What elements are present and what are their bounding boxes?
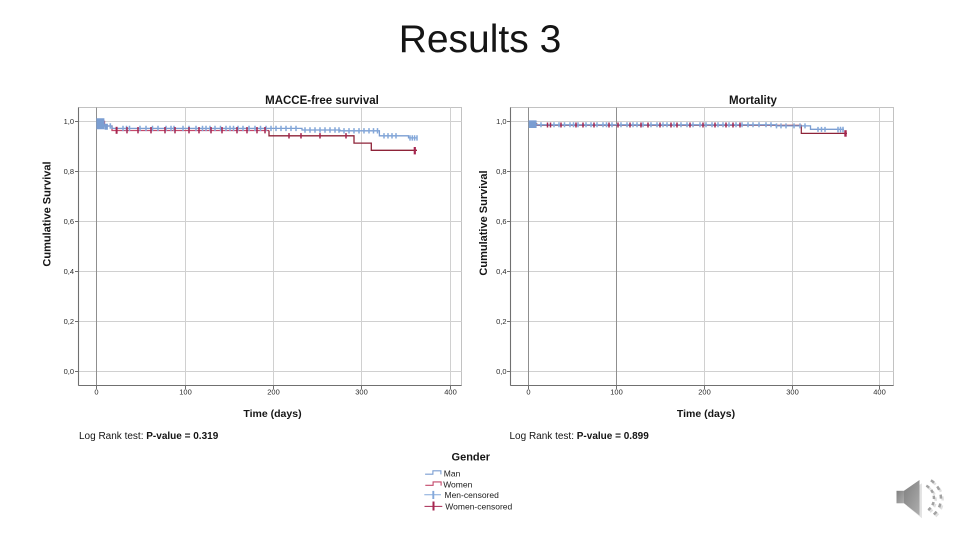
svg-text:0,4: 0,4: [496, 267, 506, 276]
svg-text:200: 200: [698, 388, 711, 397]
svg-text:1,0: 1,0: [496, 117, 506, 126]
svg-text:Time (days): Time (days): [243, 408, 301, 420]
svg-text:Women: Women: [443, 480, 472, 490]
svg-text:Results 3: Results 3: [399, 18, 562, 61]
svg-text:0,4: 0,4: [64, 267, 74, 276]
svg-text:300: 300: [355, 388, 368, 397]
svg-text:0,2: 0,2: [64, 317, 74, 326]
svg-text:Man: Man: [444, 468, 461, 478]
svg-text:Time (days): Time (days): [677, 408, 735, 420]
svg-text:0: 0: [94, 388, 98, 397]
svg-text:200: 200: [267, 388, 280, 397]
svg-text:MACCE-free survival: MACCE-free survival: [265, 95, 379, 107]
svg-text:Men-censored: Men-censored: [445, 490, 500, 500]
svg-text:0,6: 0,6: [496, 217, 506, 226]
svg-text:Women-censored: Women-censored: [445, 502, 512, 512]
svg-text:0,0: 0,0: [64, 367, 74, 376]
svg-text:1,0: 1,0: [64, 117, 74, 126]
svg-text:400: 400: [444, 388, 457, 397]
svg-text:Gender: Gender: [452, 452, 491, 464]
svg-text:100: 100: [610, 388, 623, 397]
svg-text:Cumulative Survival: Cumulative Survival: [42, 161, 54, 266]
svg-text:Log Rank test: P-value = 0.319: Log Rank test: P-value = 0.319: [79, 431, 219, 442]
svg-text:0,8: 0,8: [496, 167, 506, 176]
svg-text:Cumulative Survival: Cumulative Survival: [478, 170, 490, 275]
svg-text:100: 100: [179, 388, 192, 397]
svg-text:0,8: 0,8: [64, 167, 74, 176]
svg-text:300: 300: [786, 388, 799, 397]
svg-text:Mortality: Mortality: [729, 95, 778, 107]
svg-text:400: 400: [873, 388, 886, 397]
svg-text:0,0: 0,0: [496, 367, 506, 376]
svg-text:0,6: 0,6: [64, 217, 74, 226]
svg-text:0,2: 0,2: [496, 317, 506, 326]
svg-text:Log Rank test: P-value = 0.899: Log Rank test: P-value = 0.899: [510, 431, 650, 442]
svg-text:0: 0: [526, 388, 530, 397]
